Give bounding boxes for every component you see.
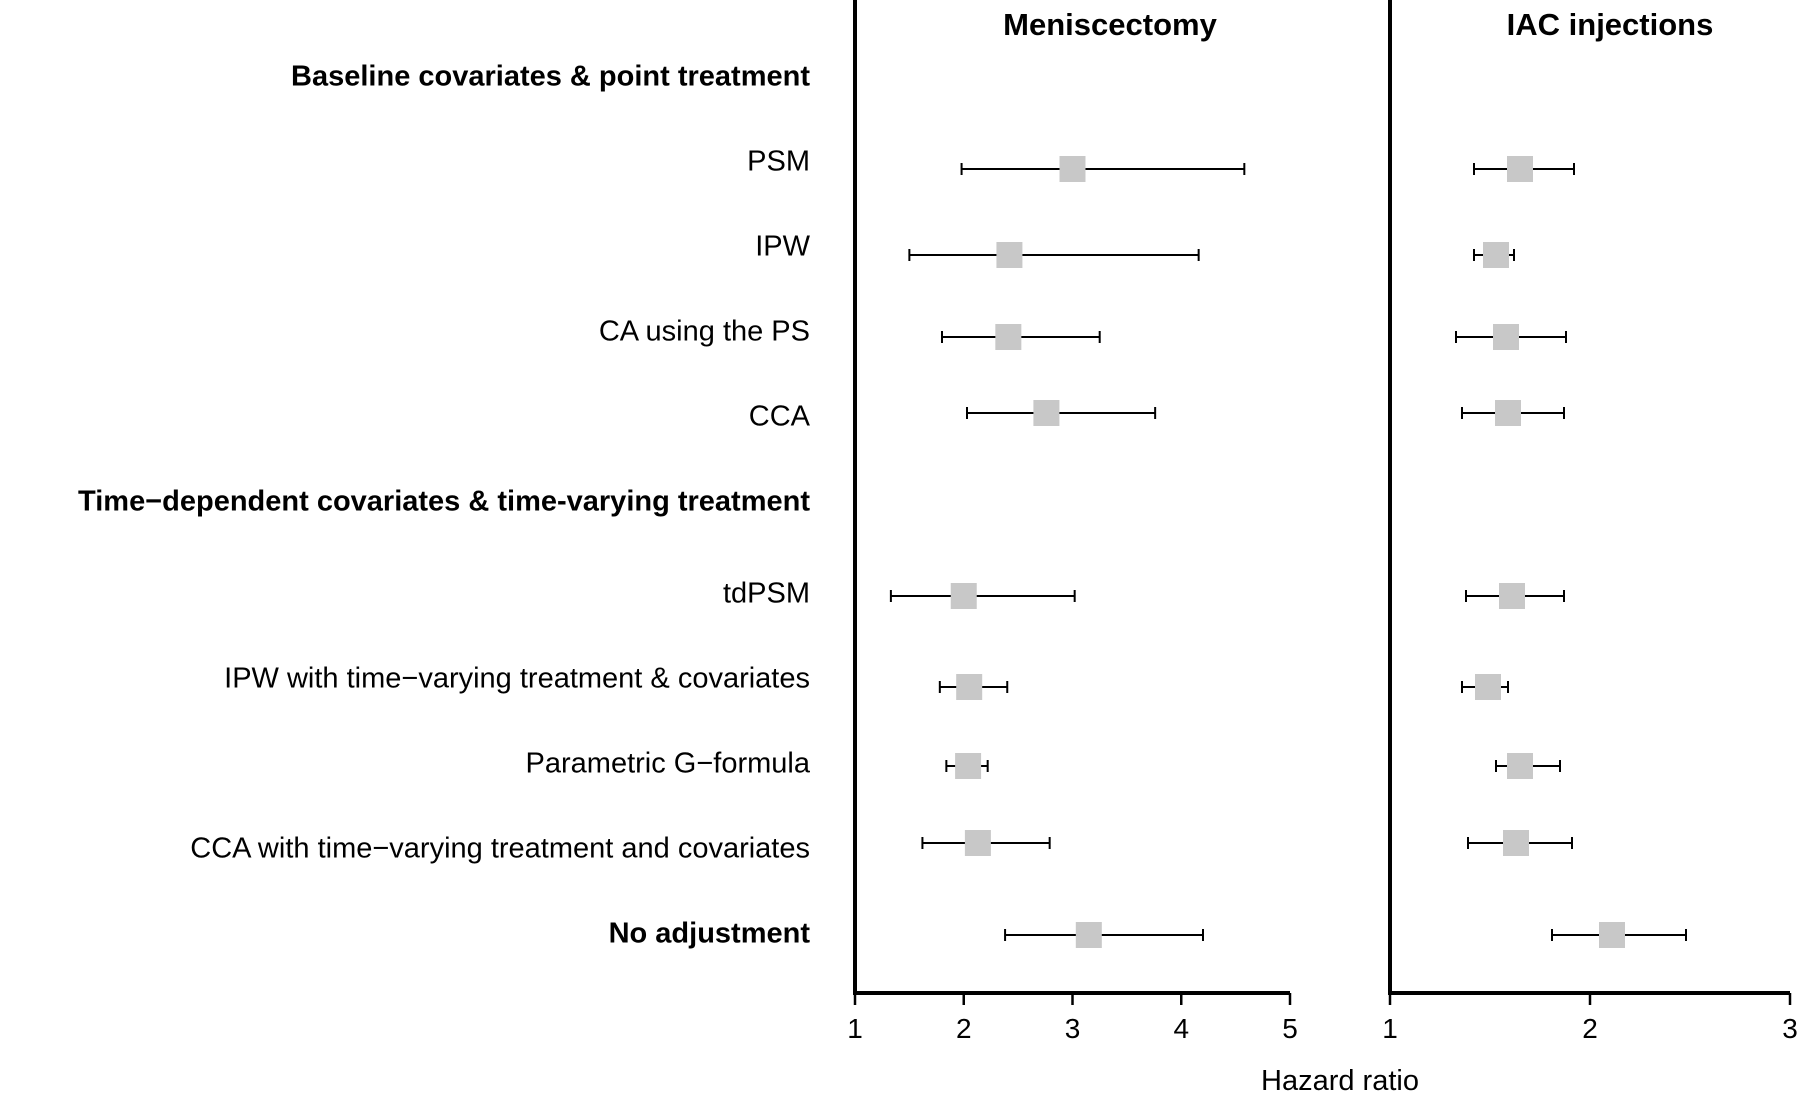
panel-meniscectomy: Meniscectomy 1 2 3 4 5	[847, 0, 1298, 1044]
x-tick-label: 4	[1173, 1013, 1189, 1044]
point-estimate-marker	[1495, 400, 1521, 426]
point-estimate-marker	[1507, 156, 1533, 182]
point-estimate-marker	[1075, 922, 1102, 948]
x-tick-label: 3	[1065, 1013, 1081, 1044]
x-tick-label: 3	[1782, 1013, 1798, 1044]
section-header: Time−dependent covariates & time-varying…	[78, 486, 810, 518]
point-estimate-marker	[1059, 156, 1086, 182]
point-estimate-marker	[996, 242, 1023, 268]
point-estimate-marker	[1507, 753, 1533, 779]
x-tick-label: 1	[1382, 1013, 1398, 1044]
point-estimate-marker	[955, 753, 982, 779]
x-axis-title: Hazard ratio	[1261, 1065, 1419, 1093]
row-label: IPW	[755, 231, 810, 263]
row-label: CCA	[749, 401, 811, 433]
x-tick-label: 2	[956, 1013, 972, 1044]
x-tick-label: 1	[847, 1013, 863, 1044]
point-estimate-marker	[1503, 830, 1529, 856]
point-estimate-marker	[1599, 922, 1625, 948]
point-estimate-marker	[1493, 324, 1519, 350]
row-label: Parametric G−formula	[526, 748, 811, 780]
row-label: PSM	[747, 146, 810, 178]
point-estimate-marker	[956, 674, 983, 700]
panel-title-iac-injections: IAC injections	[1507, 7, 1714, 42]
row-label: CA using the PS	[599, 316, 810, 348]
section-header: Baseline covariates & point treatment	[291, 61, 810, 93]
panel-title-meniscectomy: Meniscectomy	[1003, 7, 1217, 42]
point-estimate-marker	[950, 583, 977, 609]
row-label: IPW with time−varying treatment & covari…	[224, 663, 810, 695]
row-label: No adjustment	[609, 918, 811, 950]
point-estimate-marker	[995, 324, 1022, 350]
point-estimate-marker	[1475, 674, 1501, 700]
point-estimate-marker	[1499, 583, 1525, 609]
row-label: CCA with time−varying treatment and cova…	[190, 833, 810, 865]
point-estimate-marker	[1483, 242, 1509, 268]
x-tick-label: 2	[1582, 1013, 1598, 1044]
row-labels: Baseline covariates & point treatment PSM…	[78, 61, 811, 950]
panel-iac-injections: IAC injections 1 2 3	[1382, 0, 1798, 1044]
x-tick-label: 5	[1282, 1013, 1298, 1044]
point-estimate-marker	[1033, 400, 1060, 426]
row-label: tdPSM	[723, 578, 810, 610]
point-estimate-marker	[964, 830, 991, 856]
